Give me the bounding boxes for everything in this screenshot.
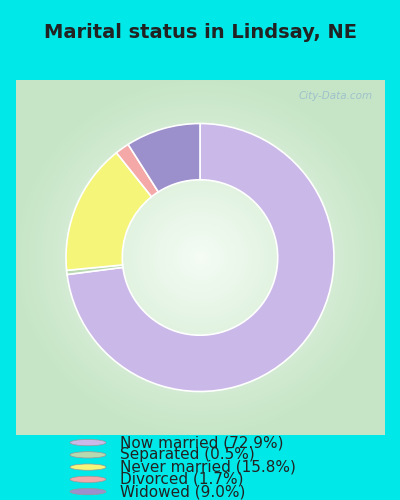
Text: Separated (0.5%): Separated (0.5%) [120,448,255,462]
Wedge shape [128,124,200,192]
Text: Divorced (1.7%): Divorced (1.7%) [120,472,244,487]
Text: City-Data.com: City-Data.com [299,90,373,101]
Circle shape [70,476,106,482]
Circle shape [70,464,106,470]
Circle shape [70,488,106,495]
Wedge shape [66,152,152,270]
Text: Widowed (9.0%): Widowed (9.0%) [120,484,245,499]
Text: Never married (15.8%): Never married (15.8%) [120,460,296,474]
Text: Marital status in Lindsay, NE: Marital status in Lindsay, NE [44,22,356,42]
Wedge shape [116,144,158,197]
Circle shape [70,452,106,458]
Wedge shape [67,124,334,392]
Circle shape [70,440,106,446]
Wedge shape [67,265,123,274]
Text: Now married (72.9%): Now married (72.9%) [120,435,284,450]
